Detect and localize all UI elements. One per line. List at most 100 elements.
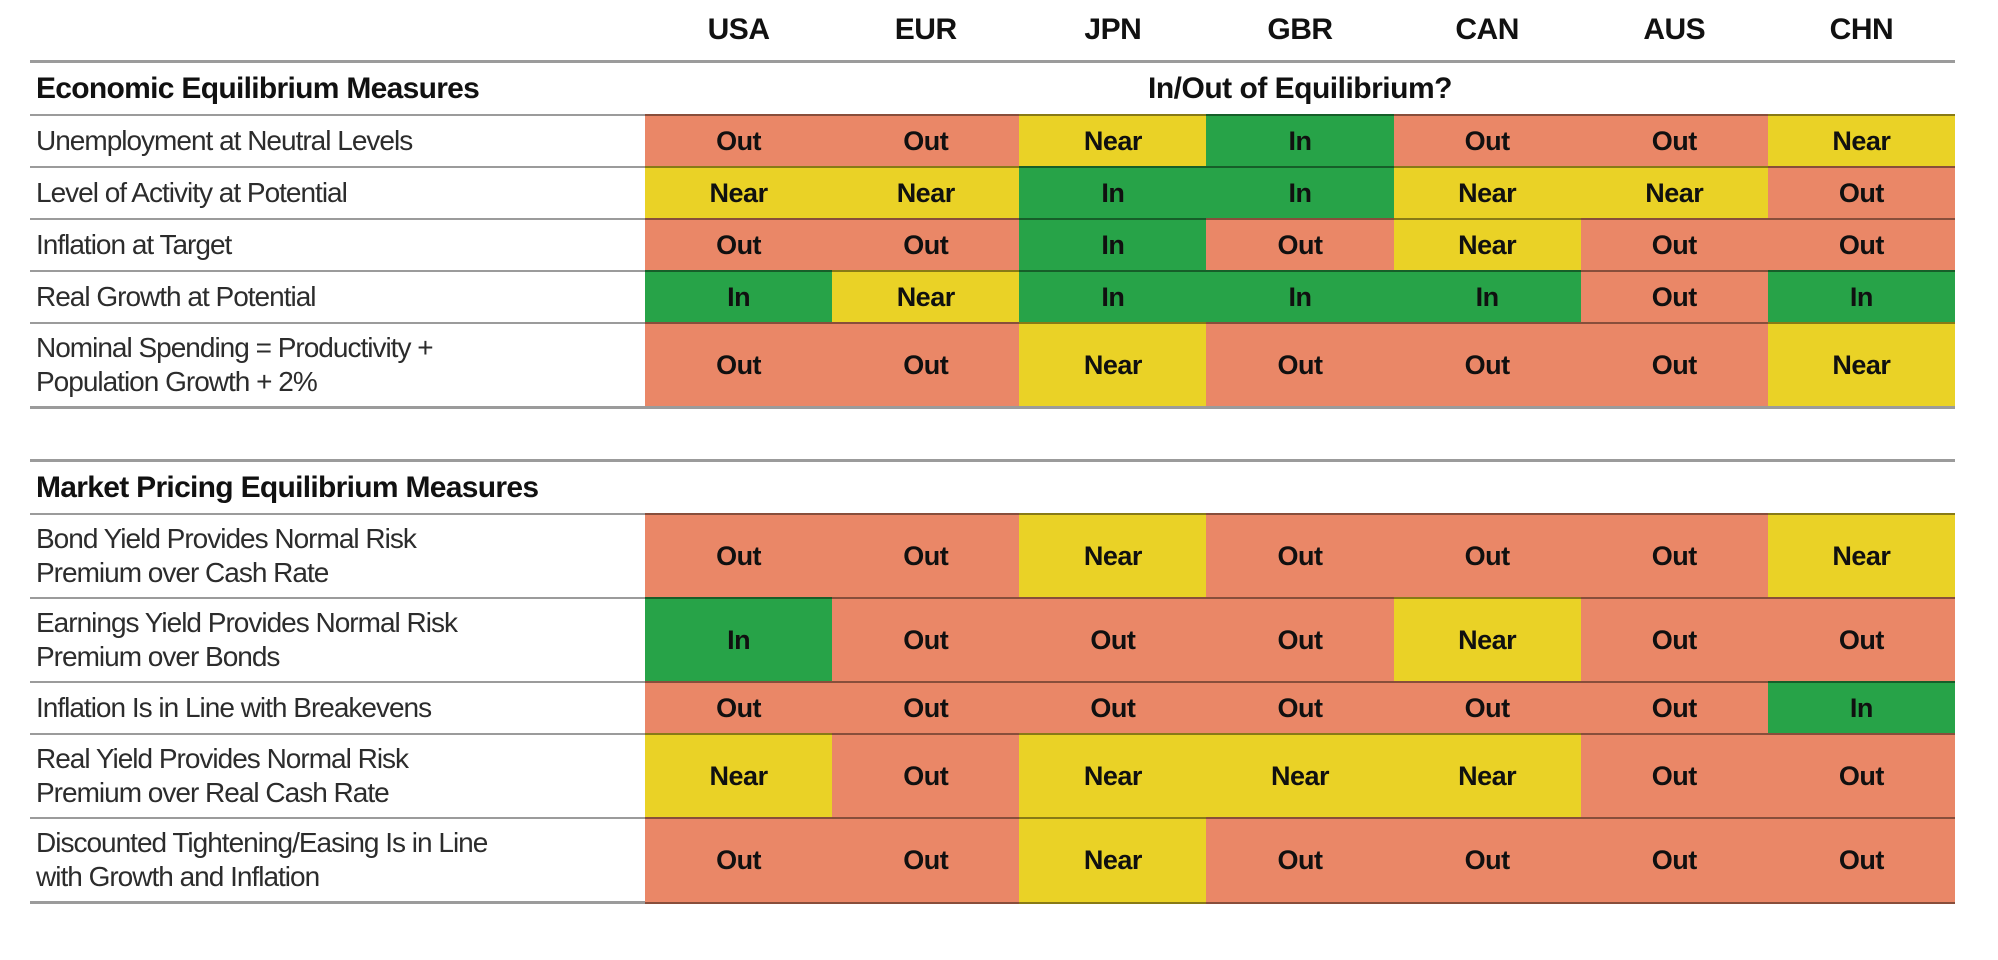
- status-cell: Out: [832, 817, 1020, 904]
- section-header-row: Market Pricing Equilibrium Measures: [30, 459, 1955, 513]
- status-cell: Near: [1019, 114, 1207, 166]
- status-cell: Near: [645, 733, 833, 817]
- status-cell: Out: [1393, 513, 1581, 597]
- status-cell: Out: [645, 817, 833, 904]
- status-cell: Out: [832, 597, 1020, 681]
- status-cell: Near: [645, 166, 833, 218]
- status-cell: Near: [1019, 513, 1207, 597]
- column-header-chn: CHN: [1829, 13, 1894, 46]
- status-cell: Out: [832, 681, 1020, 733]
- row-label: Earnings Yield Provides Normal Risk Prem…: [30, 597, 645, 681]
- status-cell: In: [1019, 270, 1207, 322]
- row-label: Inflation Is in Line with Breakevens: [30, 681, 645, 733]
- status-cell: Near: [1019, 322, 1207, 406]
- column-header-usa: USA: [707, 13, 770, 46]
- row-label: Unemployment at Neutral Levels: [30, 114, 645, 166]
- table-row: Discounted Tightening/Easing Is in Line …: [30, 817, 1955, 904]
- status-cell: Out: [1206, 817, 1394, 904]
- status-cell: Near: [1393, 166, 1581, 218]
- table-row: Unemployment at Neutral Levels Out Out Near…: [30, 114, 1955, 166]
- status-cell: Near: [1393, 218, 1581, 270]
- status-cell: Out: [1580, 733, 1768, 817]
- status-cell: Out: [1767, 817, 1955, 904]
- status-cell: Out: [1580, 322, 1768, 406]
- row-label: Real Yield Provides Normal Risk Premium …: [30, 733, 645, 817]
- column-header-eur: EUR: [894, 13, 957, 46]
- status-cell: Out: [832, 513, 1020, 597]
- table-row: Nominal Spending = Productivity + Popula…: [30, 322, 1955, 406]
- status-cell: In: [1393, 270, 1581, 322]
- status-cell: In: [1206, 114, 1394, 166]
- table-row: Real Growth at Potential In Near In In In Out I…: [30, 270, 1955, 322]
- status-cell: Out: [1580, 513, 1768, 597]
- table-row: Bond Yield Provides Normal Risk Premium …: [30, 513, 1955, 597]
- row-label: Real Growth at Potential: [30, 270, 645, 322]
- column-header-jpn: JPN: [1084, 13, 1142, 46]
- status-cell: Out: [1019, 681, 1207, 733]
- status-cell: In: [1767, 681, 1955, 733]
- status-cell: In: [1206, 270, 1394, 322]
- status-cell: In: [1019, 218, 1207, 270]
- status-cell: In: [645, 597, 833, 681]
- status-cell: Near: [1019, 733, 1207, 817]
- status-cell: Out: [1206, 597, 1394, 681]
- section-gap: [30, 406, 1955, 459]
- equilibrium-question-label: In/Out of Equilibrium?: [645, 60, 1955, 114]
- status-cell: Out: [832, 733, 1020, 817]
- row-label: Inflation at Target: [30, 218, 645, 270]
- status-cell: Out: [1393, 681, 1581, 733]
- status-cell: Out: [1580, 270, 1768, 322]
- status-cell: Out: [832, 218, 1020, 270]
- status-cell: Out: [1393, 322, 1581, 406]
- status-cell: Out: [645, 681, 833, 733]
- status-cell: In: [1767, 270, 1955, 322]
- table-row: Inflation at Target Out Out In Out Near Out Out: [30, 218, 1955, 270]
- status-cell: Near: [1580, 166, 1768, 218]
- section-header-row: Economic Equilibrium Measures In/Out of E…: [30, 60, 1955, 114]
- section-title: Economic Equilibrium Measures: [30, 60, 645, 114]
- table-row: Real Yield Provides Normal Risk Premium …: [30, 733, 1955, 817]
- status-cell: Out: [1580, 817, 1768, 904]
- table-row: Earnings Yield Provides Normal Risk Prem…: [30, 597, 1955, 681]
- status-cell: Out: [1580, 114, 1768, 166]
- table-row: Inflation Is in Line with Breakevens Out O…: [30, 681, 1955, 733]
- table-row: Level of Activity at Potential Near Near In…: [30, 166, 1955, 218]
- equilibrium-question-label: [645, 459, 1955, 513]
- status-cell: Near: [1393, 597, 1581, 681]
- status-cell: Out: [1019, 597, 1207, 681]
- status-cell: Out: [1580, 218, 1768, 270]
- status-cell: Out: [1206, 681, 1394, 733]
- status-cell: Out: [645, 218, 833, 270]
- corner-spacer: [30, 0, 645, 60]
- status-cell: In: [1019, 166, 1207, 218]
- column-header-gbr: GBR: [1267, 13, 1333, 46]
- status-cell: Out: [1206, 322, 1394, 406]
- status-cell: Out: [645, 513, 833, 597]
- status-cell: Out: [1393, 114, 1581, 166]
- row-label: Level of Activity at Potential: [30, 166, 645, 218]
- status-cell: Near: [1019, 817, 1207, 904]
- status-cell: Near: [1767, 513, 1955, 597]
- status-cell: Out: [1580, 681, 1768, 733]
- row-label: Nominal Spending = Productivity + Popula…: [30, 322, 645, 406]
- status-cell: Out: [645, 322, 833, 406]
- status-cell: Near: [832, 166, 1020, 218]
- status-cell: Out: [1206, 218, 1394, 270]
- column-header-aus: AUS: [1643, 13, 1706, 46]
- row-label: Bond Yield Provides Normal Risk Premium …: [30, 513, 645, 597]
- status-cell: Out: [1580, 597, 1768, 681]
- status-cell: Near: [1393, 733, 1581, 817]
- status-cell: In: [645, 270, 833, 322]
- status-cell: Out: [832, 114, 1020, 166]
- status-cell: Out: [1393, 817, 1581, 904]
- section-title: Market Pricing Equilibrium Measures: [30, 459, 645, 513]
- status-cell: Near: [1206, 733, 1394, 817]
- status-cell: Out: [1206, 513, 1394, 597]
- status-cell: Out: [1767, 166, 1955, 218]
- status-cell: Out: [1767, 597, 1955, 681]
- column-header-row: USA EUR JPN GBR CAN AUS CHN: [30, 0, 1955, 60]
- status-cell: Out: [832, 322, 1020, 406]
- column-header-can: CAN: [1455, 13, 1519, 46]
- status-cell: Out: [1767, 733, 1955, 817]
- equilibrium-status-table: USA EUR JPN GBR CAN AUS CHN Economic Equilibriu…: [30, 0, 1955, 904]
